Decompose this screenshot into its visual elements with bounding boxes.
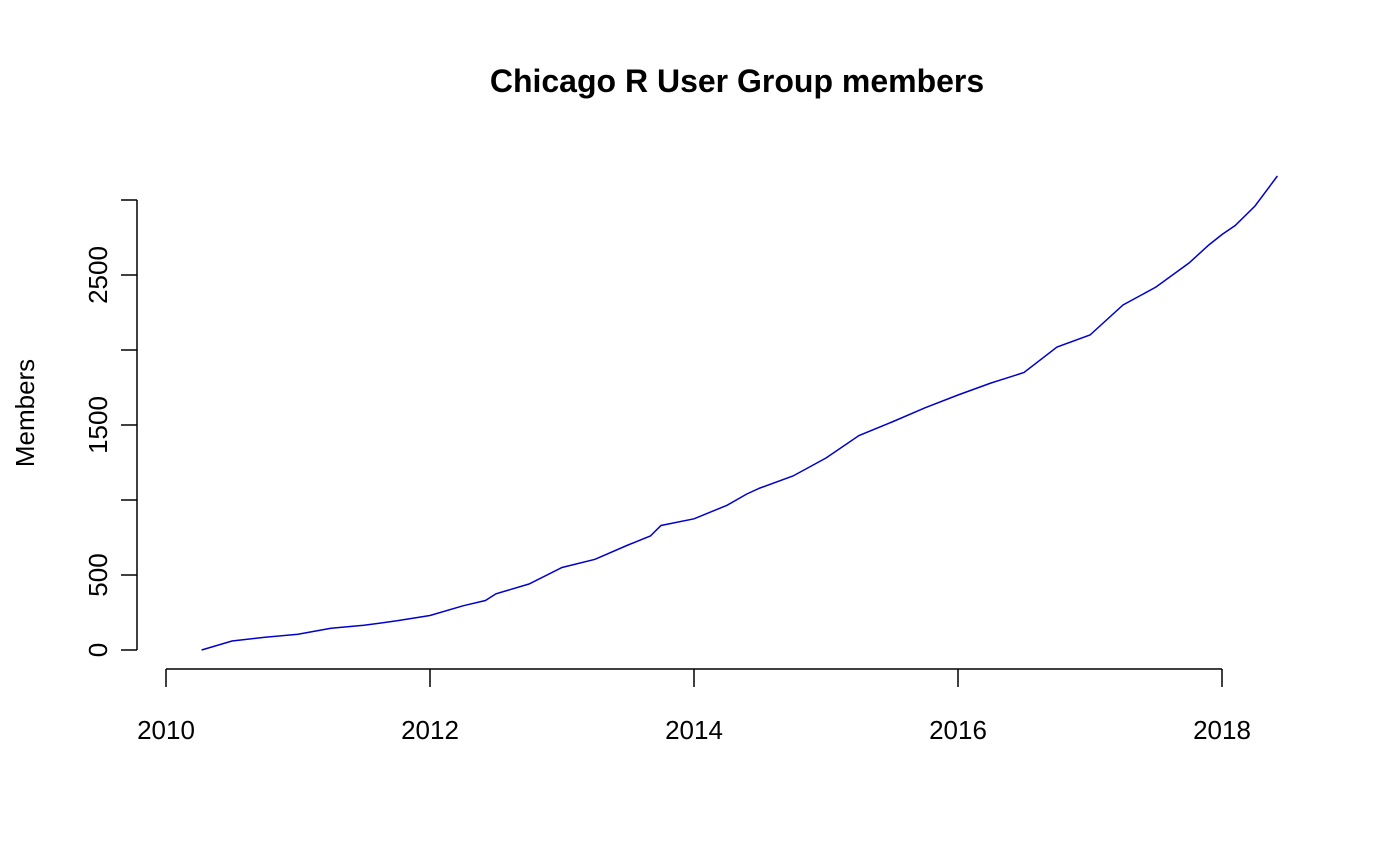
y-tick-label: 1500 (83, 396, 113, 454)
chart-title: Chicago R User Group members (490, 63, 984, 99)
y-axis-label: Members (10, 359, 40, 467)
x-axis: 2010 2012 2014 2016 2018 (137, 668, 1251, 745)
x-tick-label: 2012 (401, 715, 459, 745)
y-tick-label: 500 (83, 553, 113, 596)
y-tick-label: 2500 (83, 246, 113, 304)
x-tick-label: 2018 (1193, 715, 1251, 745)
x-tick-label: 2010 (137, 715, 195, 745)
y-tick-label: 0 (83, 643, 113, 657)
y-axis: 0 500 1500 2500 (83, 199, 138, 657)
series-line (201, 175, 1279, 651)
x-tick-label: 2016 (929, 715, 987, 745)
x-tick-label: 2014 (665, 715, 723, 745)
series-group (201, 175, 1279, 651)
